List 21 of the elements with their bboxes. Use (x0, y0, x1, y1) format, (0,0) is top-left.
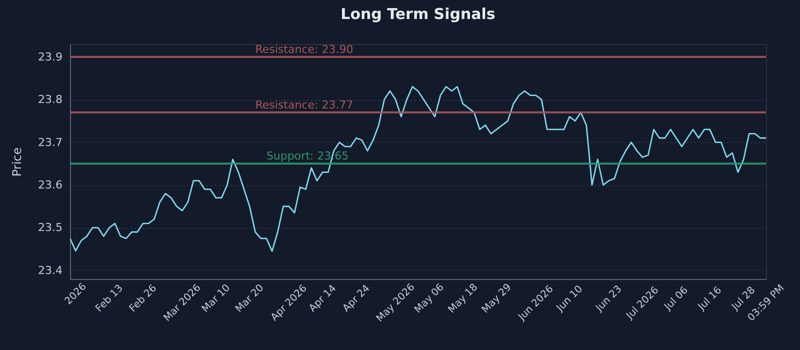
y-tick-label: 23.9 (38, 50, 62, 64)
x-tick-label: Mar 10 (200, 282, 232, 315)
y-tick-label: 23.4 (38, 264, 62, 277)
x-tick-label: Feb 26 (128, 282, 160, 315)
x-tick-label: Jul 06 (662, 284, 690, 314)
line-series (70, 86, 766, 252)
x-tick-label: Apr 24 (340, 283, 372, 314)
x-tick-label: Apr 14 (307, 283, 339, 314)
x-tick-label: Mar 20 (234, 282, 266, 315)
y-tick-label: 23.6 (38, 178, 62, 192)
ref-line-label: Resistance: 23.90 (255, 42, 354, 56)
chart-title: Long Term Signals (340, 4, 496, 23)
y-axis-title: Price (10, 147, 24, 177)
x-tick-label: Feb 13 (94, 282, 126, 315)
y-tick-label: 23.7 (38, 136, 62, 149)
x-tick-label: Jun 10 (554, 284, 585, 314)
y-tick-label: 23.5 (38, 221, 62, 234)
ref-line-label: Resistance: 23.77 (255, 98, 354, 112)
x-tick-label: Jun 23 (593, 284, 624, 314)
y-tick-label: 23.8 (38, 93, 62, 106)
x-tick-label: Jul 16 (696, 284, 724, 314)
